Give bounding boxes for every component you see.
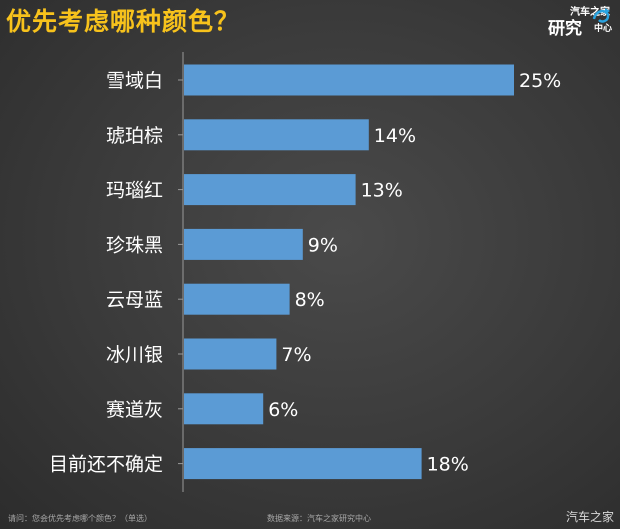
category-label: 冰川银 [106, 344, 163, 366]
survey-question: 请问：您会优先考虑哪个颜色？（单选） [8, 514, 152, 523]
bar [184, 283, 290, 315]
bar-value-label: 25% [519, 70, 561, 92]
bar [184, 393, 264, 425]
category-label: 琥珀棕 [106, 125, 163, 147]
category-label: 珍珠黑 [106, 234, 163, 256]
data-source: 数据来源：汽车之家研究中心 [267, 514, 371, 523]
category-label: 云母蓝 [106, 289, 163, 311]
brand-logo: 汽车之家 研究 中心 [548, 3, 612, 39]
bar [184, 338, 277, 370]
category-label: 目前还不确定 [49, 454, 163, 476]
logo-line-3: 中心 [593, 24, 612, 34]
chart-title: 优先考虑哪种颜色？ [6, 7, 241, 36]
bar [184, 119, 369, 151]
logo-line-1: 汽车之家 [570, 7, 610, 18]
category-label: 赛道灰 [106, 399, 163, 421]
category-label: 雪域白 [106, 70, 163, 92]
bar [184, 228, 303, 260]
bar-value-label: 6% [268, 399, 298, 421]
bar-value-label: 7% [281, 344, 311, 366]
bar [184, 64, 514, 96]
watermark: 汽车之家 [565, 510, 614, 524]
bar-value-label: 18% [427, 454, 469, 476]
logo-swirl-icon [592, 8, 610, 23]
bar [184, 174, 356, 206]
bar-value-label: 8% [295, 289, 325, 311]
bar-value-label: 13% [361, 180, 403, 202]
category-label: 玛瑙红 [106, 180, 163, 202]
bar-value-label: 14% [374, 125, 416, 147]
bar-value-label: 9% [308, 234, 338, 256]
logo-line-2: 研究 [548, 19, 582, 39]
bar [184, 448, 422, 480]
